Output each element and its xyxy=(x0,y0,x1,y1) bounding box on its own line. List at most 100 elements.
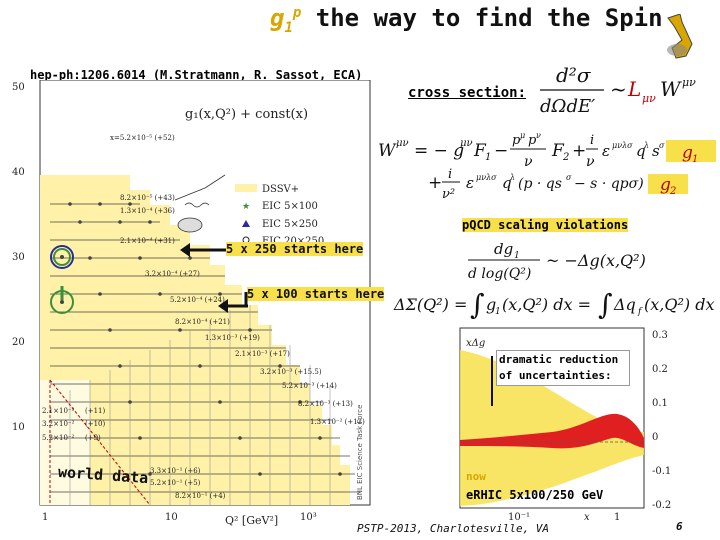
arrow-left-icon xyxy=(180,243,226,257)
svg-text:(x,Q²) dx: (x,Q²) dx xyxy=(644,295,714,314)
svg-text:σ: σ xyxy=(659,141,665,150)
x-annotation: 5.2×10⁻³ (+14) xyxy=(282,382,337,390)
svg-text:ν²: ν² xyxy=(442,187,455,202)
y-tick: 30 xyxy=(12,252,25,263)
svg-text:2: 2 xyxy=(562,152,569,163)
y-tick: 10 xyxy=(12,422,25,433)
svg-text:W: W xyxy=(378,141,397,161)
svg-text:Δq: Δq xyxy=(613,295,636,314)
svg-text:μν: μν xyxy=(396,138,409,149)
y-tick: 0.2 xyxy=(652,364,668,375)
svg-text:(x,Q²) dx =: (x,Q²) dx = xyxy=(502,295,591,314)
start-250-label: 5 x 250 starts here xyxy=(226,242,364,256)
x-annotation: (+11) xyxy=(85,407,106,415)
highlight-markers xyxy=(50,245,74,314)
svg-text:ν: ν xyxy=(536,131,541,140)
svg-text:EIC 5×100: EIC 5×100 xyxy=(262,201,318,212)
y-tick: 0 xyxy=(652,432,658,443)
page-number: 6 xyxy=(676,520,683,533)
svg-text:1: 1 xyxy=(514,251,520,261)
svg-text:g: g xyxy=(486,295,496,314)
svg-text:W: W xyxy=(660,77,682,101)
start-100-label: 5 x 100 starts here xyxy=(247,287,385,301)
svg-text:f: f xyxy=(637,307,643,317)
svg-text:ε: ε xyxy=(466,174,474,192)
x-annotation: 8.2×10⁻⁴ (+21) xyxy=(175,318,230,326)
svg-text:(p · qs: (p · qs xyxy=(518,176,562,192)
x-annotation: 8.2×10⁻⁵ (+43) xyxy=(120,194,175,202)
x-annotation: 5.2×10⁻⁴ (+24) xyxy=(170,296,225,304)
arrow-left-icon xyxy=(218,292,248,313)
svg-text:q: q xyxy=(636,142,646,160)
x-annotation: (+9) xyxy=(85,434,101,442)
y-axis-label: g₁(x,Q²) + const(x) xyxy=(185,107,308,122)
x-annotation: 3.2×10⁻³ (+15.5) xyxy=(260,368,322,376)
svg-text:= − g: = − g xyxy=(414,141,464,161)
y-tick: 50 xyxy=(12,82,25,93)
svg-text:ν: ν xyxy=(524,154,533,170)
svg-text:+: + xyxy=(572,141,586,161)
svg-text:−: − xyxy=(494,141,508,161)
svg-text:σ: σ xyxy=(566,173,572,182)
x-annotation: 1.3×10⁻³ (+19) xyxy=(205,334,260,342)
spin-arrow-icon xyxy=(667,14,693,59)
svg-text:dg: dg xyxy=(494,240,513,258)
x-annotation: 8.2×10⁻¹ (+4) xyxy=(175,492,226,500)
svg-text:μ: μ xyxy=(520,131,525,140)
y-tick: 0.3 xyxy=(652,330,668,341)
x-annotation: 8.2×10⁻³ (+13) xyxy=(298,400,353,408)
x-axis-label: x xyxy=(584,512,590,520)
x-annotation: 1.3×10⁻⁴ (+36) xyxy=(120,207,175,215)
data-rows xyxy=(50,203,360,493)
y-tick: 40 xyxy=(12,167,25,178)
svg-text:ΔΣ(Q²) =: ΔΣ(Q²) = xyxy=(393,295,467,314)
x-annotation: 3.3×10⁻¹ (+6) xyxy=(150,467,201,475)
svg-text:μνλσ: μνλσ xyxy=(476,173,497,182)
plot-legend: DSSV+ ★ EIC 5×100 EIC 5×250 EIC 20×250 xyxy=(235,184,324,247)
scaling-formula: dg 1 d log(Q²) ~ −Δg(x,Q²) xyxy=(468,240,646,282)
svg-text:d²σ: d²σ xyxy=(556,63,592,87)
svg-text:DSSV+: DSSV+ xyxy=(262,184,299,195)
y-tick: -0.1 xyxy=(652,466,671,477)
x-axis-label: Q² [GeV²] xyxy=(225,514,278,527)
y-tick: -0.2 xyxy=(652,500,671,511)
x-annotation: 3.2×10⁻⁴ (+27) xyxy=(145,270,200,278)
svg-text:+: + xyxy=(428,173,442,193)
dramatic-reduction-label: dramatic reduction of uncertainties: xyxy=(496,350,630,386)
x-tick: 10⁻¹ xyxy=(508,512,530,520)
reference-citation: hep-ph:1206.6014 (M.Stratmann, R. Sassot… xyxy=(30,68,363,82)
svg-text:p: p xyxy=(512,133,521,148)
slide-title: g1p the way to find the Spin xyxy=(270,4,663,36)
svg-text:★: ★ xyxy=(242,202,250,212)
x-annotation: x=5.2×10⁻⁵ (+52) xyxy=(110,134,175,142)
y-axis-label: xΔg xyxy=(466,338,485,349)
svg-text:d log(Q²): d log(Q²) xyxy=(468,266,531,282)
cross-section-label: cross section: xyxy=(408,85,527,101)
x-annotation: 2.1×10⁻² xyxy=(42,407,75,415)
green-pointer-line xyxy=(60,286,64,300)
feynman-diagram-icon xyxy=(174,174,226,233)
pointer-line xyxy=(491,356,493,406)
y-tick: 20 xyxy=(12,337,25,348)
svg-text:∫: ∫ xyxy=(598,288,613,321)
footer-conference: PSTP-2013, Charlotesville, VA xyxy=(357,522,550,535)
svg-text:g: g xyxy=(682,143,693,163)
svg-text:1: 1 xyxy=(692,154,698,165)
svg-text:μνλσ: μνλσ xyxy=(612,141,633,150)
svg-text:2: 2 xyxy=(669,186,676,197)
x-annotation: 5.2×10⁻¹ (+5) xyxy=(150,479,201,487)
x-tick: 1 xyxy=(614,512,620,520)
svg-text:L: L xyxy=(627,77,641,101)
svg-text:μν: μν xyxy=(460,138,473,149)
svg-text:i: i xyxy=(448,167,452,182)
x-annotation: 1.3×10⁻² (+12) xyxy=(310,418,365,426)
watermark: BNL EIC Science Task Force xyxy=(356,405,364,500)
erhic-label: eRHIC 5x100/250 GeV xyxy=(466,488,604,502)
x-annotation: 2.1×10⁻⁴ (+31) xyxy=(120,237,175,245)
x-annotation: 3.2×10⁻² xyxy=(42,420,75,428)
now-label: now xyxy=(466,470,486,483)
x-tick: 10 xyxy=(165,512,178,523)
svg-text:1: 1 xyxy=(495,307,501,317)
delta-sigma-formula: ΔΣ(Q²) = ∫ g1 (x,Q²) dx = ∫ Δq f (x,Q²) d… xyxy=(393,288,714,321)
svg-text:~ −Δg(x,Q²): ~ −Δg(x,Q²) xyxy=(546,251,646,270)
